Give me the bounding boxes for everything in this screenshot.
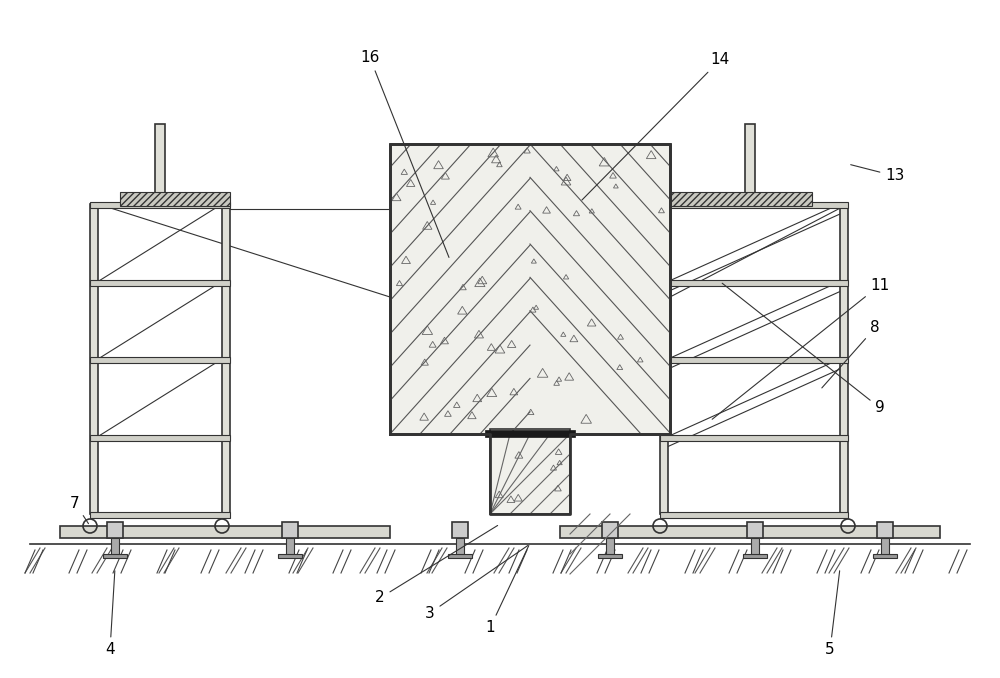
Bar [456,538,464,556]
Text: 16: 16 [360,50,449,258]
Bar [606,538,614,556]
Bar [103,554,127,558]
Bar [485,430,575,437]
Bar [560,526,940,538]
Bar [390,144,670,434]
Bar [660,204,668,514]
Bar [660,202,848,208]
Bar [660,435,848,441]
Text: 8: 8 [822,321,880,388]
Bar [90,512,230,518]
Bar [222,204,230,514]
Text: 1: 1 [485,546,529,635]
Text: 14: 14 [582,52,730,200]
Text: 4: 4 [105,571,115,658]
Text: 2: 2 [375,525,498,605]
Bar [743,554,767,558]
Bar [660,512,848,518]
Bar [602,522,618,538]
Bar [745,124,755,204]
Bar [452,522,468,538]
Bar [90,435,230,441]
Text: 3: 3 [425,546,528,620]
Bar [90,204,98,514]
Bar [282,522,298,538]
Bar [840,204,848,514]
Text: 5: 5 [825,571,840,658]
Bar [90,202,230,208]
Bar [60,526,390,538]
Bar [877,522,893,538]
Bar [155,124,165,204]
Bar [598,554,622,558]
Bar [660,279,848,285]
Bar [90,357,230,363]
Text: 9: 9 [722,283,885,416]
Bar [881,538,889,556]
Bar [662,192,812,206]
Text: 13: 13 [851,165,905,184]
Bar [278,554,302,558]
Bar [448,554,472,558]
Bar [90,279,230,285]
Bar [111,538,119,556]
Bar [747,522,763,538]
Bar [286,538,294,556]
Bar [107,522,123,538]
Bar [660,357,848,363]
Text: 7: 7 [70,496,88,523]
Bar [120,192,230,206]
Text: 11: 11 [712,277,890,419]
Bar [873,554,897,558]
Bar [751,538,759,556]
Bar [490,429,570,514]
